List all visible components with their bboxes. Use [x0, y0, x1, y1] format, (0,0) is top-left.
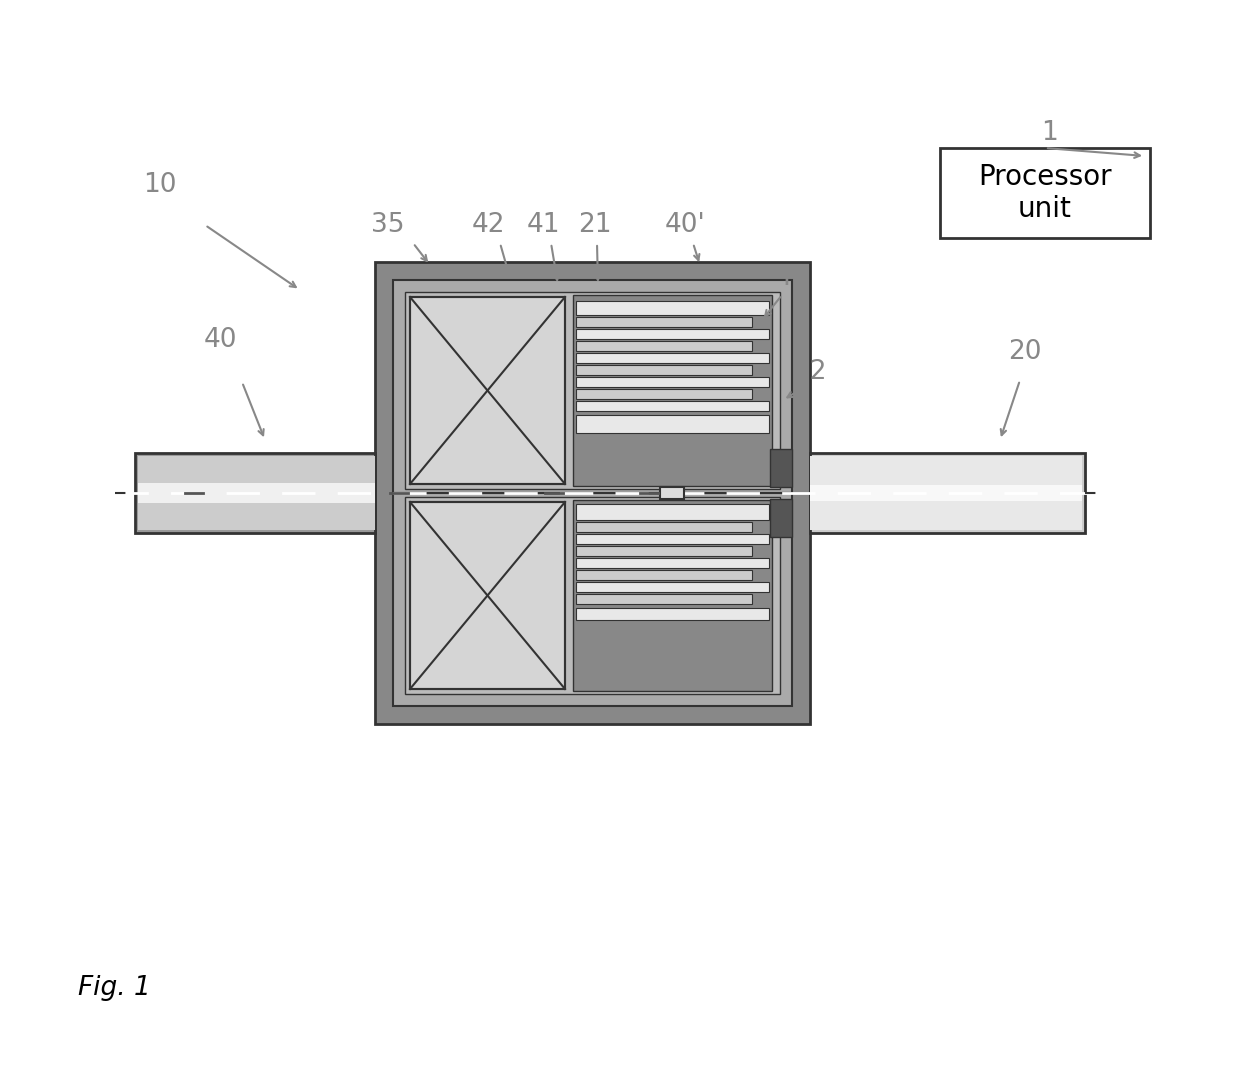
Bar [577, 570, 751, 580]
Text: Fig. 1: Fig. 1 [78, 975, 151, 1001]
Bar [410, 502, 565, 689]
Bar [577, 505, 769, 520]
Bar [577, 341, 751, 351]
Bar [410, 298, 565, 484]
Bar [577, 329, 769, 338]
Bar [577, 594, 751, 604]
Bar [135, 453, 374, 533]
Bar [810, 453, 1085, 533]
Bar [577, 317, 751, 327]
Text: 20: 20 [1008, 338, 1042, 365]
Bar [405, 497, 780, 694]
Bar [577, 608, 769, 620]
Text: 40': 40' [665, 212, 706, 238]
Bar [573, 295, 773, 486]
Bar [577, 415, 769, 433]
Bar [573, 500, 773, 691]
Bar [660, 487, 684, 499]
Bar [577, 301, 769, 315]
Bar [577, 365, 751, 375]
Text: 41: 41 [526, 212, 559, 238]
Bar [577, 353, 769, 363]
Bar [770, 450, 792, 487]
Bar [393, 280, 792, 493]
Bar [577, 582, 769, 592]
Bar [577, 545, 751, 556]
Bar [577, 534, 769, 544]
Bar [393, 493, 792, 706]
Bar [138, 483, 374, 503]
Text: 22: 22 [794, 359, 827, 385]
Text: 1: 1 [1042, 120, 1059, 146]
Bar [810, 456, 1083, 530]
Bar [577, 389, 751, 399]
Bar [810, 485, 1083, 501]
Bar [770, 499, 792, 537]
Bar [577, 377, 769, 387]
Text: Processor
unit: Processor unit [978, 163, 1112, 223]
Bar [374, 262, 810, 724]
Bar [410, 502, 565, 689]
Bar [577, 401, 769, 411]
Bar [940, 148, 1149, 238]
Bar [138, 456, 374, 530]
Bar [577, 522, 751, 533]
Bar [410, 298, 565, 484]
Text: F: F [782, 265, 797, 291]
Bar [577, 558, 769, 568]
Text: 10: 10 [144, 172, 177, 198]
Text: 42: 42 [471, 212, 505, 238]
Bar [405, 292, 780, 489]
Text: 35: 35 [371, 212, 404, 238]
Text: 40: 40 [203, 327, 237, 353]
Text: 21: 21 [578, 212, 611, 238]
